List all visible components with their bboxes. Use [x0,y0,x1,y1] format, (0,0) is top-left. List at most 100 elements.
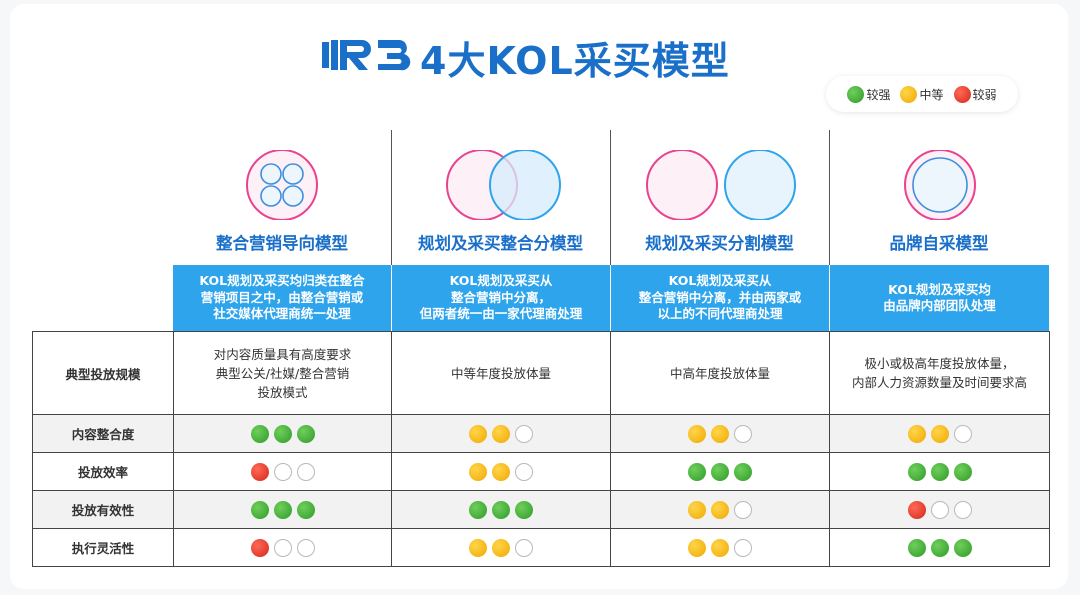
empty-dot-icon [515,462,533,481]
r3-logo [322,38,412,72]
rating-cell [391,414,611,453]
rating-cell [610,490,830,529]
red-dot-icon [250,538,269,557]
rating-cell [829,414,1050,453]
empty-dot-icon [273,538,292,557]
green-dot-icon [930,462,949,481]
row-label: 投放效率 [32,452,174,491]
row-label: 执行灵活性 [32,528,174,567]
table-row: 投放有效性 [32,490,1050,529]
green-dot-icon [273,500,292,519]
legend-label: 中等 [919,87,944,102]
green-dot-icon [711,462,729,481]
table-cell: 对内容质量具有高度要求 典型公关/社媒/整合营销 投放模式 [173,331,392,415]
rating-cell [173,452,392,491]
yellow-dot-icon [711,500,729,519]
empty-dot-icon [273,462,292,481]
yellow-dot-icon [900,85,918,103]
yellow-dot-icon [469,424,487,443]
model-name: 规划及采买分割模型 [645,234,794,253]
rating-cell [173,528,392,567]
model-column-in-house: 品牌自采模型 [829,130,1049,265]
yellow-dot-icon [469,462,487,481]
model-description: KOL规划及采买均归类在整合 营销项目之中，由整合营销或 社交媒体代理商统一处理 [173,265,391,331]
yellow-dot-icon [688,500,706,519]
empty-dot-icon [296,462,315,481]
green-dot-icon [469,500,487,519]
model-column-separated: 规划及采买分割模型 [610,130,829,265]
yellow-dot-icon [711,538,729,557]
green-dot-icon [250,424,269,443]
red-dot-icon [953,85,971,103]
yellow-dot-icon [492,538,510,557]
table-row: 投放效率 [32,452,1050,491]
empty-dot-icon [734,500,752,519]
rating-cell [829,452,1050,491]
red-dot-icon [250,462,269,481]
table-row: 内容整合度 [32,414,1050,453]
table-cell: 中高年度投放体量 [610,331,830,415]
green-dot-icon [907,462,926,481]
rating-cell [173,490,392,529]
green-dot-icon [273,424,292,443]
green-dot-icon [296,500,315,519]
legend-item-medium: 中等 [900,85,944,103]
separate-circles-icon [646,150,796,220]
yellow-dot-icon [469,538,487,557]
legend-item-weak: 较弱 [953,85,997,103]
table-row: 执行灵活性 [32,528,1050,567]
page-title: 4大KOL采买模型 [420,39,730,83]
rating-cell [391,452,611,491]
empty-dot-icon [734,424,752,443]
model-name: 整合营销导向模型 [216,234,348,253]
rating-cell [610,452,830,491]
comparison-table: 典型投放规模 对内容质量具有高度要求 典型公关/社媒/整合营销 投放模式 中等年… [32,331,1050,567]
yellow-dot-icon [907,424,926,443]
row-label: 内容整合度 [32,414,174,453]
green-dot-icon [250,500,269,519]
model-description: KOL规划及采买从 整合营销中分离，并由两家或 以上的不同代理商处理 [610,265,829,331]
yellow-dot-icon [711,424,729,443]
yellow-dot-icon [688,424,706,443]
rating-cell [391,490,611,529]
model-name: 规划及采买整合分模型 [418,234,583,253]
legend: 较强 中等 较弱 [826,76,1018,112]
legend-label: 较强 [866,87,891,102]
rating-cell [173,414,392,453]
yellow-dot-icon [492,424,510,443]
empty-dot-icon [296,538,315,557]
yellow-dot-icon [492,462,510,481]
rating-cell [391,528,611,567]
rating-cell [610,414,830,453]
row-label: 典型投放规模 [32,331,174,415]
model-name: 品牌自采模型 [889,234,989,253]
column-divider [610,130,611,265]
legend-label: 较弱 [972,87,997,102]
rating-cell [610,528,830,567]
empty-dot-icon [953,500,972,519]
yellow-dot-icon [688,538,706,557]
green-dot-icon [492,500,510,519]
table-row: 典型投放规模 对内容质量具有高度要求 典型公关/社媒/整合营销 投放模式 中等年… [32,331,1050,415]
rating-cell [829,490,1050,529]
model-description: KOL规划及采买均 由品牌内部团队处理 [829,265,1049,331]
red-dot-icon [907,500,926,519]
column-divider [391,130,392,265]
green-dot-icon [930,538,949,557]
green-dot-icon [515,500,533,519]
empty-dot-icon [930,500,949,519]
overlapping-circles-icon [446,150,561,220]
empty-dot-icon [515,538,533,557]
empty-dot-icon [515,424,533,443]
nested-circles-icon [904,150,976,220]
green-dot-icon [688,462,706,481]
model-column-integrated: 整合营销导向模型 [173,130,391,265]
column-divider [829,130,830,265]
empty-dot-icon [953,424,972,443]
row-label: 投放有效性 [32,490,174,529]
empty-dot-icon [734,538,752,557]
table-cell: 中等年度投放体量 [391,331,611,415]
green-dot-icon [907,538,926,557]
green-dot-icon [953,538,972,557]
table-cell: 极小或极高年度投放体量， 内部人力资源数量及时间要求高 [829,331,1050,415]
